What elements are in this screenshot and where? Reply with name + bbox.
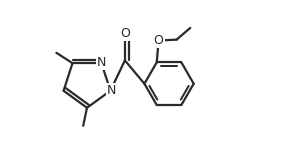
Text: O: O	[120, 27, 130, 40]
Text: N: N	[107, 84, 116, 97]
Text: O: O	[154, 34, 164, 47]
Text: N: N	[97, 56, 106, 69]
